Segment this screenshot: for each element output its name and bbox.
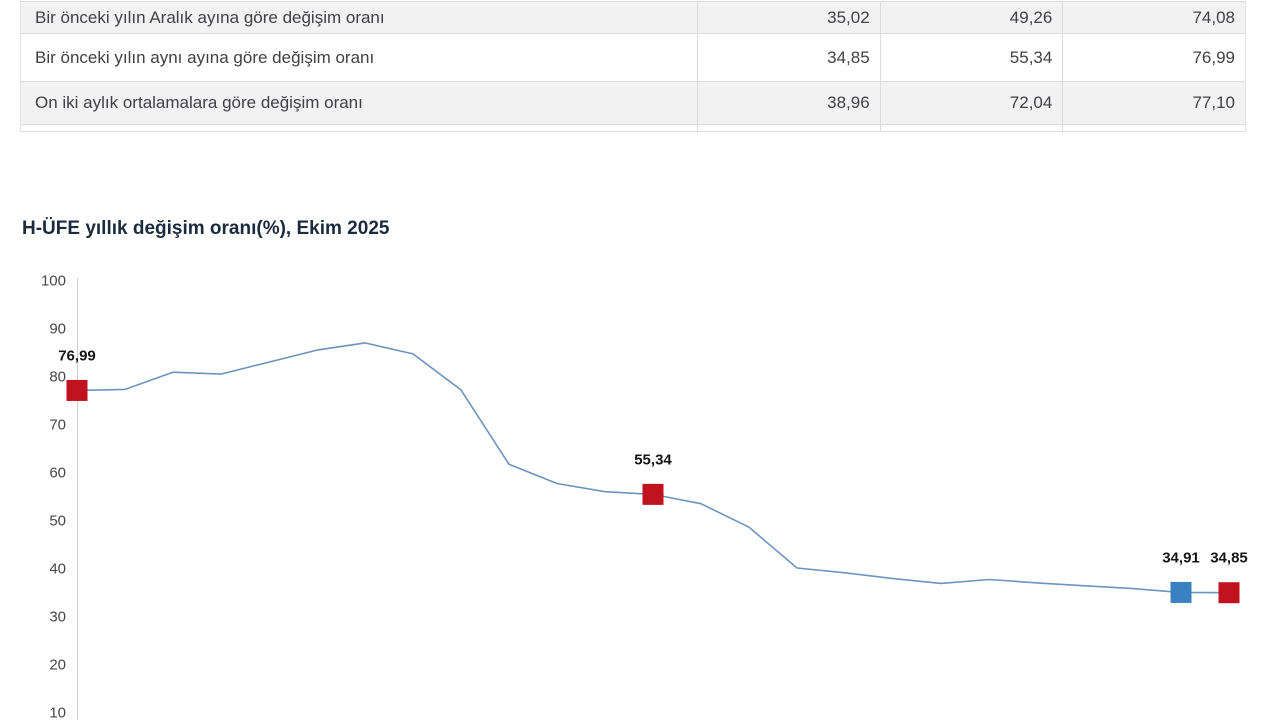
row-value: 35,02 xyxy=(697,2,880,33)
y-tick-label: 20 xyxy=(49,657,66,674)
row-value: 76,99 xyxy=(1062,34,1245,81)
y-tick-label: 70 xyxy=(49,417,66,434)
y-tick-label: 10 xyxy=(49,705,66,720)
line-chart: 100 90 80 70 60 50 40 30 20 10 76,99 55,34 34,91 34,8… xyxy=(41,273,1248,720)
row-value: 74,08 xyxy=(1062,2,1245,33)
data-label: 34,91 xyxy=(1162,549,1200,566)
data-label: 55,34 xyxy=(634,451,672,468)
row-label: Bir önceki yılın aynı ayına göre değişim… xyxy=(35,47,375,67)
row-value: 55,34 xyxy=(879,34,1063,81)
table-row: Bir önceki yılın aynı ayına göre değişim… xyxy=(21,34,1245,82)
table-row: Bir önceki yılın Aralık ayına göre değiş… xyxy=(21,2,1245,34)
summary-table: Bir önceki yılın Aralık ayına göre değiş… xyxy=(20,1,1246,132)
y-tick-label: 100 xyxy=(41,273,66,290)
row-value: 38,96 xyxy=(697,82,880,124)
row-value: 77,10 xyxy=(1062,82,1245,124)
data-marker xyxy=(66,379,88,401)
y-tick-label: 60 xyxy=(49,465,66,482)
y-tick-label: 90 xyxy=(49,321,66,338)
data-marker xyxy=(642,483,664,505)
row-value: 34,85 xyxy=(697,34,880,81)
chart-title: H-ÜFE yıllık değişim oranı(%), Ekim 2025 xyxy=(22,218,390,239)
table-row: On iki aylık ortalamalara göre değişim o… xyxy=(21,82,1245,125)
row-value: 72,04 xyxy=(879,82,1063,124)
y-tick-label: 40 xyxy=(49,561,66,578)
data-marker xyxy=(1170,581,1192,603)
row-label: On iki aylık ortalamalara göre değişim o… xyxy=(35,93,363,112)
y-tick-label: 50 xyxy=(49,513,66,530)
y-tick-label: 30 xyxy=(49,609,66,626)
y-tick-label: 80 xyxy=(49,369,66,386)
data-label: 76,99 xyxy=(58,347,96,364)
row-label: Bir önceki yılın Aralık ayına göre değiş… xyxy=(35,7,385,27)
data-marker xyxy=(1218,582,1240,604)
table-row-spacer xyxy=(21,125,1245,131)
data-label: 34,85 xyxy=(1210,550,1248,567)
row-value: 49,26 xyxy=(879,2,1063,33)
